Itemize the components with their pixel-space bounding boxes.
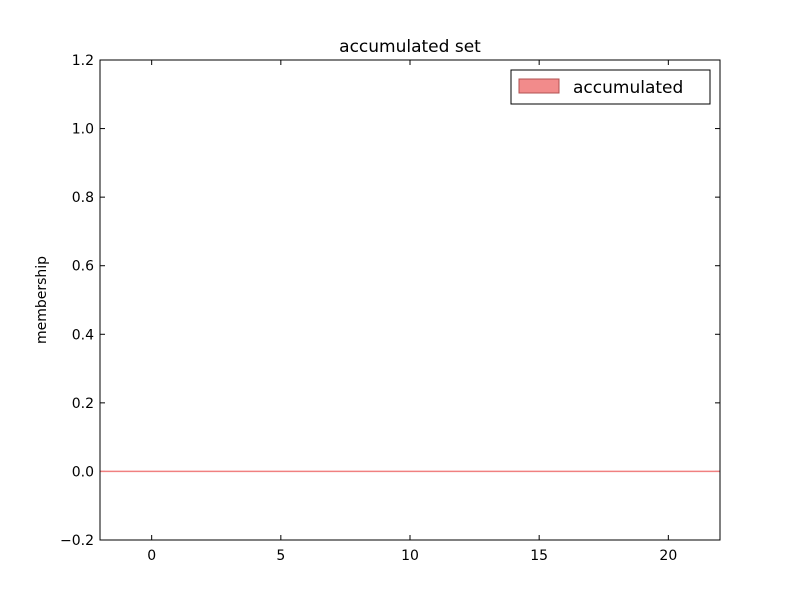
y-tick-label: 0.2 bbox=[72, 396, 94, 412]
legend-swatch bbox=[518, 78, 560, 94]
y-tick-label: −0.2 bbox=[60, 533, 94, 549]
y-tick-label: 0.4 bbox=[72, 327, 94, 343]
y-axis: −0.2 0.0 0.2 0.4 0.6 0.8 1.0 1.2 bbox=[60, 53, 720, 549]
legend: accumulated bbox=[510, 69, 711, 105]
x-tick-label: 10 bbox=[401, 548, 419, 564]
chart-title: accumulated set bbox=[339, 37, 481, 57]
y-tick-label: 1.2 bbox=[72, 53, 94, 69]
y-axis-title: membership bbox=[34, 256, 50, 344]
y-tick-label: 0.8 bbox=[72, 190, 94, 206]
x-tick-label: 15 bbox=[530, 548, 548, 564]
y-tick-label: 1.0 bbox=[72, 122, 94, 138]
x-tick-label: 0 bbox=[147, 548, 156, 564]
y-tick-label: 0.0 bbox=[72, 464, 94, 480]
x-axis: 0 5 10 15 20 bbox=[147, 60, 677, 564]
x-tick-label: 5 bbox=[276, 548, 285, 564]
x-tick-label: 20 bbox=[659, 548, 677, 564]
plot-frame bbox=[99, 59, 721, 541]
y-tick-label: 0.6 bbox=[72, 259, 94, 275]
legend-label: accumulated bbox=[573, 78, 683, 98]
